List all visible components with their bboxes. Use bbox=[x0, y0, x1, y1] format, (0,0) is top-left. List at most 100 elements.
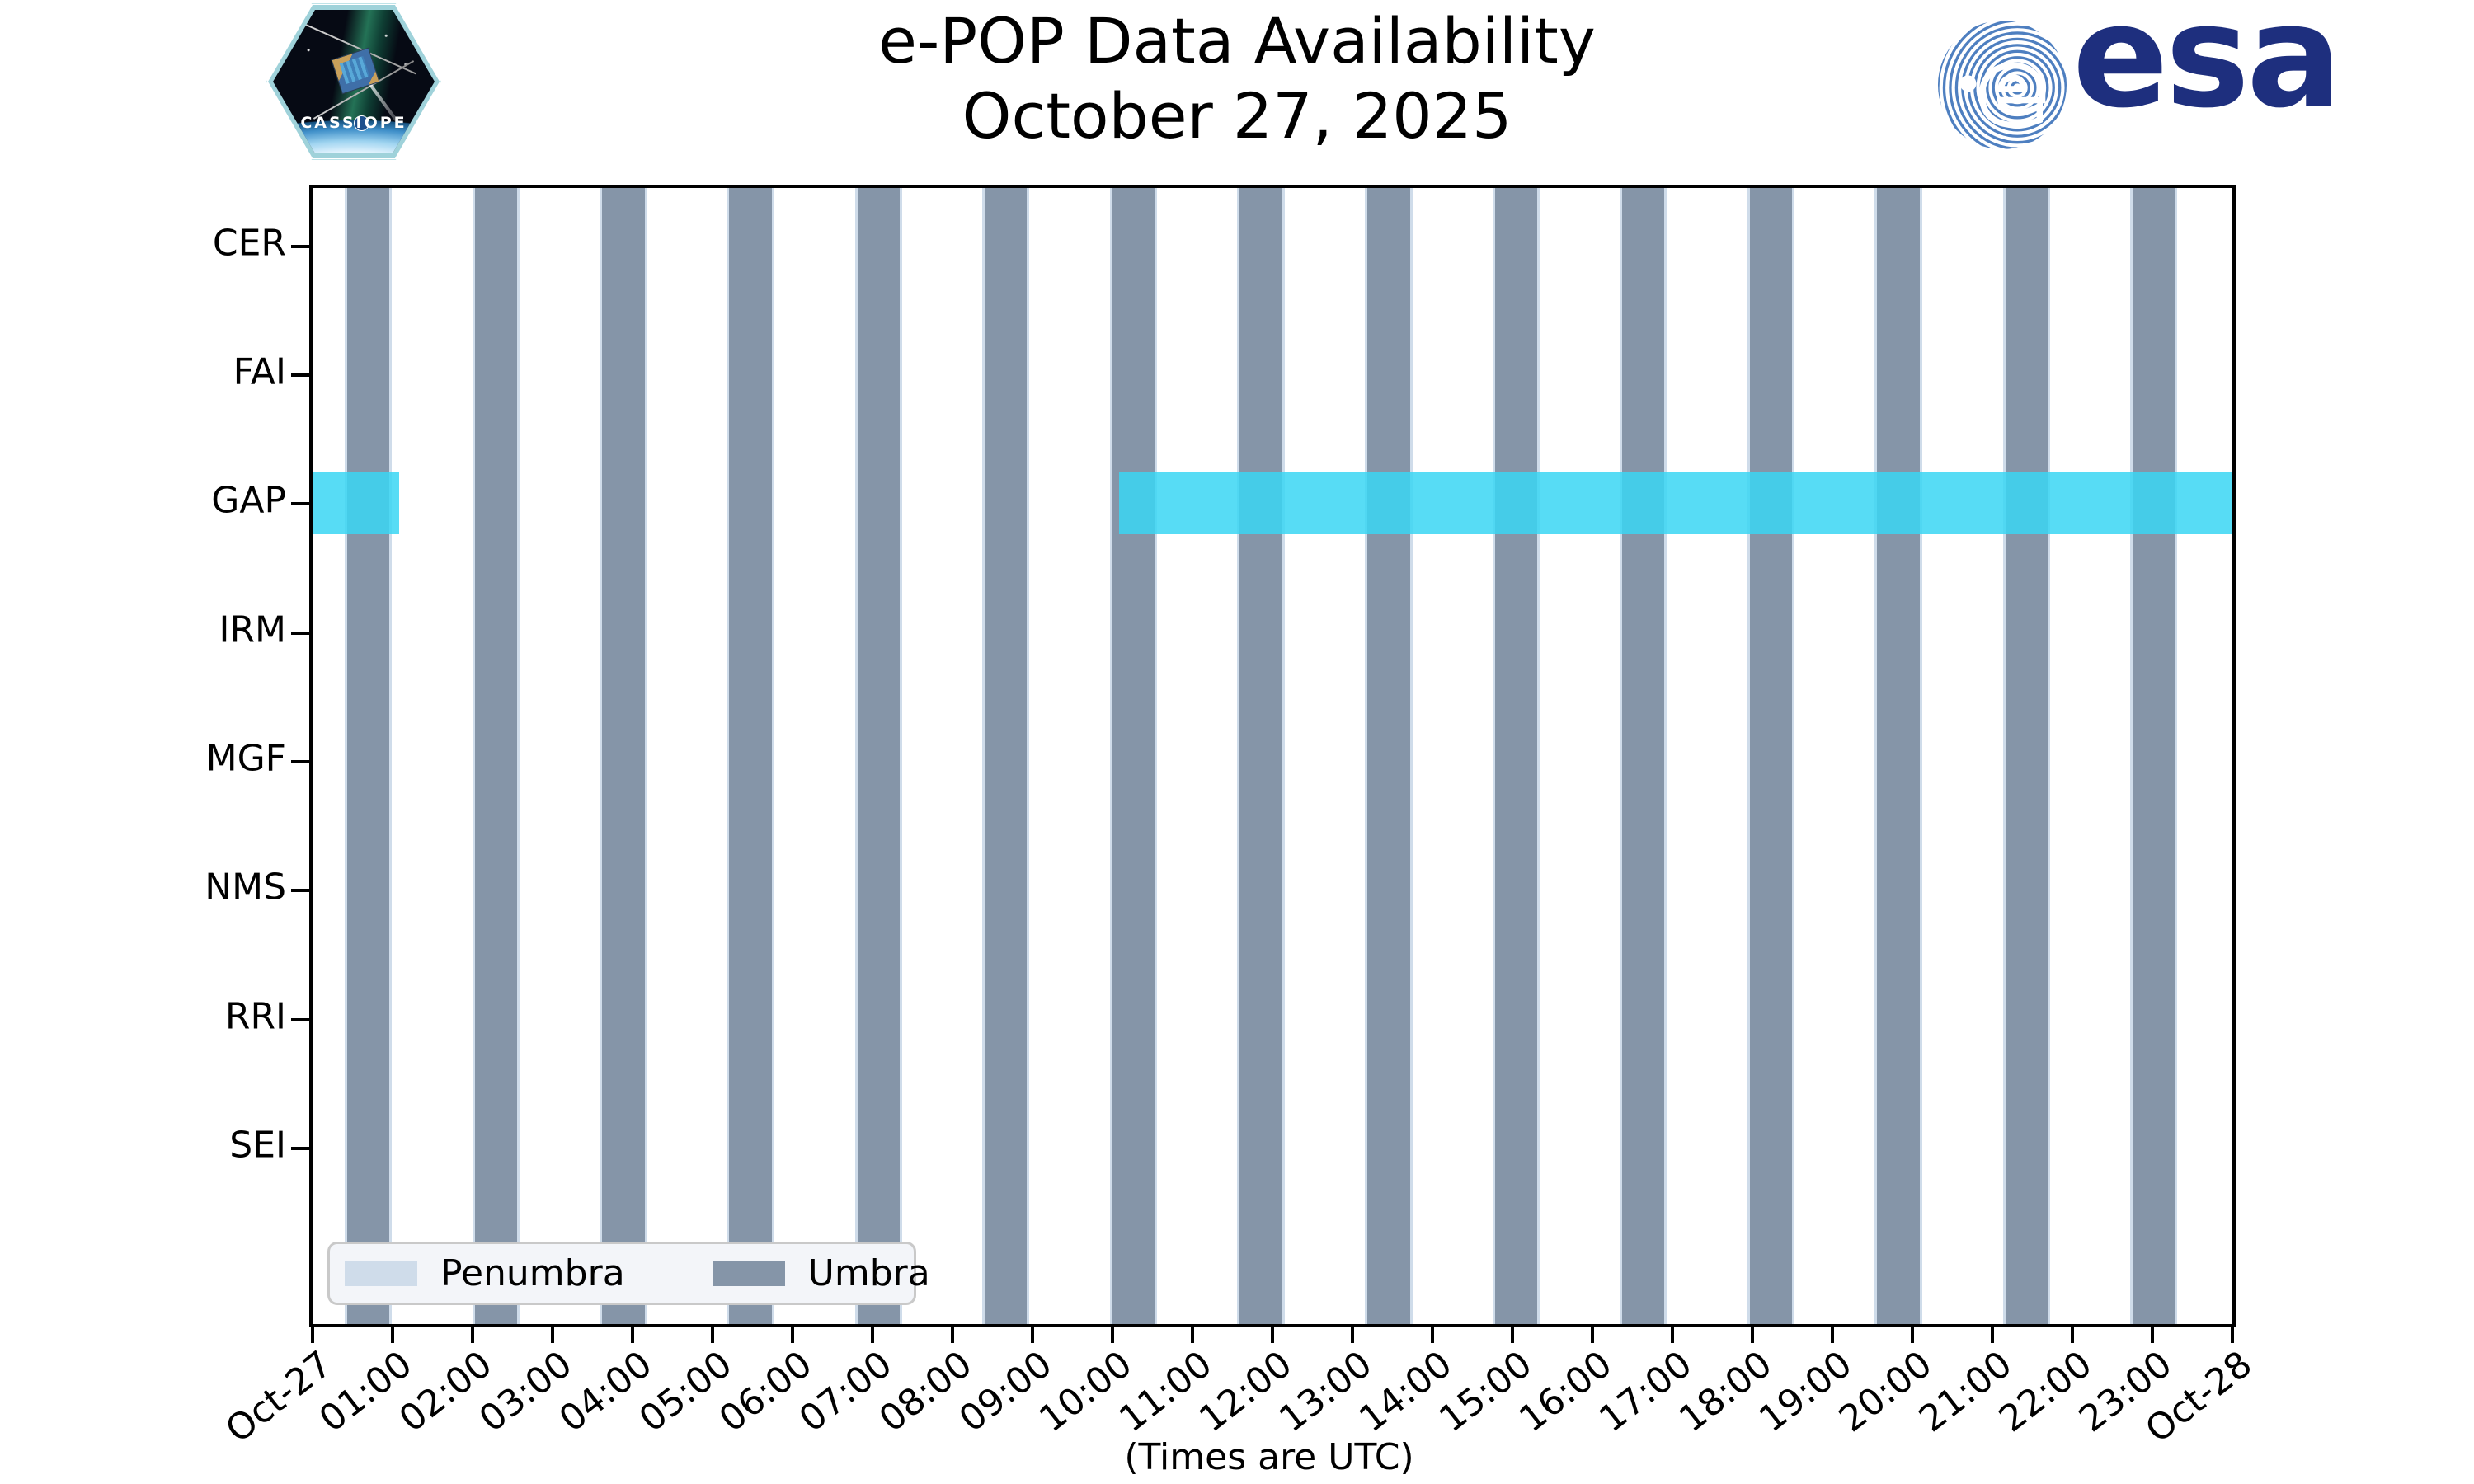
x-axis-tick bbox=[390, 1327, 394, 1343]
umbra-bar bbox=[1365, 188, 1413, 1324]
umbra-bar bbox=[1874, 188, 1922, 1324]
y-axis-tick bbox=[291, 889, 309, 893]
umbra-legend-label: Umbra bbox=[807, 1252, 930, 1294]
cassiope-mission-patch: CASSIOPE bbox=[266, 3, 441, 160]
umbra-bar bbox=[1237, 188, 1285, 1324]
x-axis-tick bbox=[551, 1327, 554, 1343]
y-tick-label-gap: GAP bbox=[211, 479, 286, 522]
y-axis-tick bbox=[291, 373, 309, 378]
title-line-2: October 27, 2025 bbox=[962, 79, 1512, 153]
x-axis-tick bbox=[1351, 1327, 1354, 1343]
umbra-bar bbox=[727, 188, 774, 1324]
y-tick-label-cer: CER bbox=[212, 222, 286, 265]
y-axis-labels: CER FAI GAP IRM MGF NMS RRI SEI bbox=[0, 185, 286, 1321]
x-axis-tick bbox=[871, 1327, 874, 1343]
x-tick-label: 06:00 bbox=[712, 1343, 821, 1441]
x-tick-label: 22:00 bbox=[1992, 1343, 2100, 1441]
penumbra-legend-label: Penumbra bbox=[440, 1252, 625, 1294]
y-tick-label-nms: NMS bbox=[205, 866, 286, 909]
gap-availability-bar bbox=[1118, 472, 2232, 534]
x-axis-tick bbox=[630, 1327, 634, 1343]
umbra-bar bbox=[1110, 188, 1158, 1324]
x-axis-tick bbox=[1751, 1327, 1754, 1343]
x-tick-label: 12:00 bbox=[1192, 1343, 1300, 1441]
x-tick-label: 19:00 bbox=[1752, 1343, 1860, 1441]
y-axis-tick bbox=[291, 244, 309, 248]
x-tick-label: 20:00 bbox=[1832, 1343, 1940, 1441]
x-tick-label: 01:00 bbox=[312, 1343, 421, 1441]
x-axis-tick bbox=[2231, 1327, 2234, 1343]
x-tick-label: 07:00 bbox=[792, 1343, 901, 1441]
x-tick-label: 16:00 bbox=[1512, 1343, 1620, 1441]
y-axis-tick bbox=[291, 760, 309, 764]
x-axis-tick bbox=[311, 1327, 314, 1343]
x-axis-tick bbox=[791, 1327, 794, 1343]
x-axis-tick bbox=[1511, 1327, 1514, 1343]
x-tick-label: 04:00 bbox=[552, 1343, 661, 1441]
x-axis-tick bbox=[1991, 1327, 1994, 1343]
legend: Penumbra Umbra bbox=[327, 1242, 930, 1305]
title-line-1: e-POP Data Availability bbox=[878, 4, 1596, 77]
x-axis-tick bbox=[1671, 1327, 1674, 1343]
x-axis-tick bbox=[1431, 1327, 1434, 1343]
x-axis-tick bbox=[1590, 1327, 1594, 1343]
y-tick-label-mgf: MGF bbox=[205, 737, 286, 780]
penumbra-legend-swatch bbox=[345, 1261, 417, 1286]
x-tick-label: 09:00 bbox=[952, 1343, 1061, 1441]
plot-area bbox=[291, 185, 2236, 1343]
x-axis-tick bbox=[711, 1327, 714, 1343]
umbra-bar bbox=[1747, 188, 1795, 1324]
x-tick-label: 05:00 bbox=[632, 1343, 741, 1441]
x-tick-label: 18:00 bbox=[1672, 1343, 1780, 1441]
y-tick-label-irm: IRM bbox=[219, 608, 286, 651]
y-tick-label-sei: SEI bbox=[229, 1124, 286, 1167]
x-axis-tick bbox=[1830, 1327, 1834, 1343]
esa-logo: e esa bbox=[1934, 0, 2342, 158]
umbra-bar bbox=[2129, 188, 2178, 1324]
x-axis-tick bbox=[1191, 1327, 1194, 1343]
x-tick-label: 13:00 bbox=[1272, 1343, 1380, 1441]
umbra-bar bbox=[1619, 188, 1667, 1324]
x-axis-tick bbox=[950, 1327, 954, 1343]
y-axis-tick bbox=[291, 631, 309, 635]
x-tick-label: 14:00 bbox=[1352, 1343, 1460, 1441]
esa-wordmark: esa bbox=[2072, 0, 2342, 139]
umbra-legend-swatch bbox=[712, 1261, 785, 1286]
umbra-bar bbox=[472, 188, 520, 1324]
esa-swirl-globe-icon: e bbox=[1937, 20, 2067, 150]
y-axis-tick bbox=[291, 1146, 309, 1150]
x-tick-label: 10:00 bbox=[1032, 1343, 1141, 1441]
x-axis-tick bbox=[1271, 1327, 1274, 1343]
x-axis-tick bbox=[1111, 1327, 1114, 1343]
umbra-bar bbox=[2002, 188, 2050, 1324]
y-tick-label-fai: FAI bbox=[233, 350, 286, 393]
chart-title: e-POP Data Availability October 27, 2025 bbox=[0, 3, 2474, 153]
svg-text:e: e bbox=[1978, 28, 2047, 148]
x-axis-tick bbox=[1911, 1327, 1914, 1343]
y-axis-tick bbox=[291, 502, 309, 506]
x-tick-label: Oct-27 bbox=[218, 1343, 341, 1452]
umbra-bar bbox=[854, 188, 902, 1324]
x-axis-note: (Times are UTC) bbox=[1124, 1436, 1414, 1478]
umbra-bar bbox=[600, 188, 647, 1324]
umbra-bar bbox=[981, 188, 1030, 1324]
x-tick-label: 21:00 bbox=[1912, 1343, 2020, 1441]
x-axis-tick bbox=[2151, 1327, 2154, 1343]
x-tick-label: 03:00 bbox=[472, 1343, 581, 1441]
y-tick-label-rri: RRI bbox=[224, 995, 286, 1038]
x-axis-tick bbox=[1031, 1327, 1034, 1343]
x-tick-label: 17:00 bbox=[1592, 1343, 1700, 1441]
x-tick-label: 15:00 bbox=[1432, 1343, 1540, 1441]
x-tick-label: 08:00 bbox=[872, 1343, 981, 1441]
umbra-bar bbox=[344, 188, 393, 1324]
y-axis-tick bbox=[291, 1017, 309, 1021]
umbra-bar bbox=[1492, 188, 1540, 1324]
csa-roundel-icon bbox=[354, 115, 369, 131]
cassiope-patch-label: CASSIOPE bbox=[300, 114, 407, 132]
x-axis-tick bbox=[2071, 1327, 2074, 1343]
x-axis-tick bbox=[470, 1327, 474, 1343]
x-tick-label: 02:00 bbox=[392, 1343, 501, 1441]
gap-availability-bar bbox=[313, 472, 399, 534]
x-tick-label: 11:00 bbox=[1112, 1343, 1221, 1441]
